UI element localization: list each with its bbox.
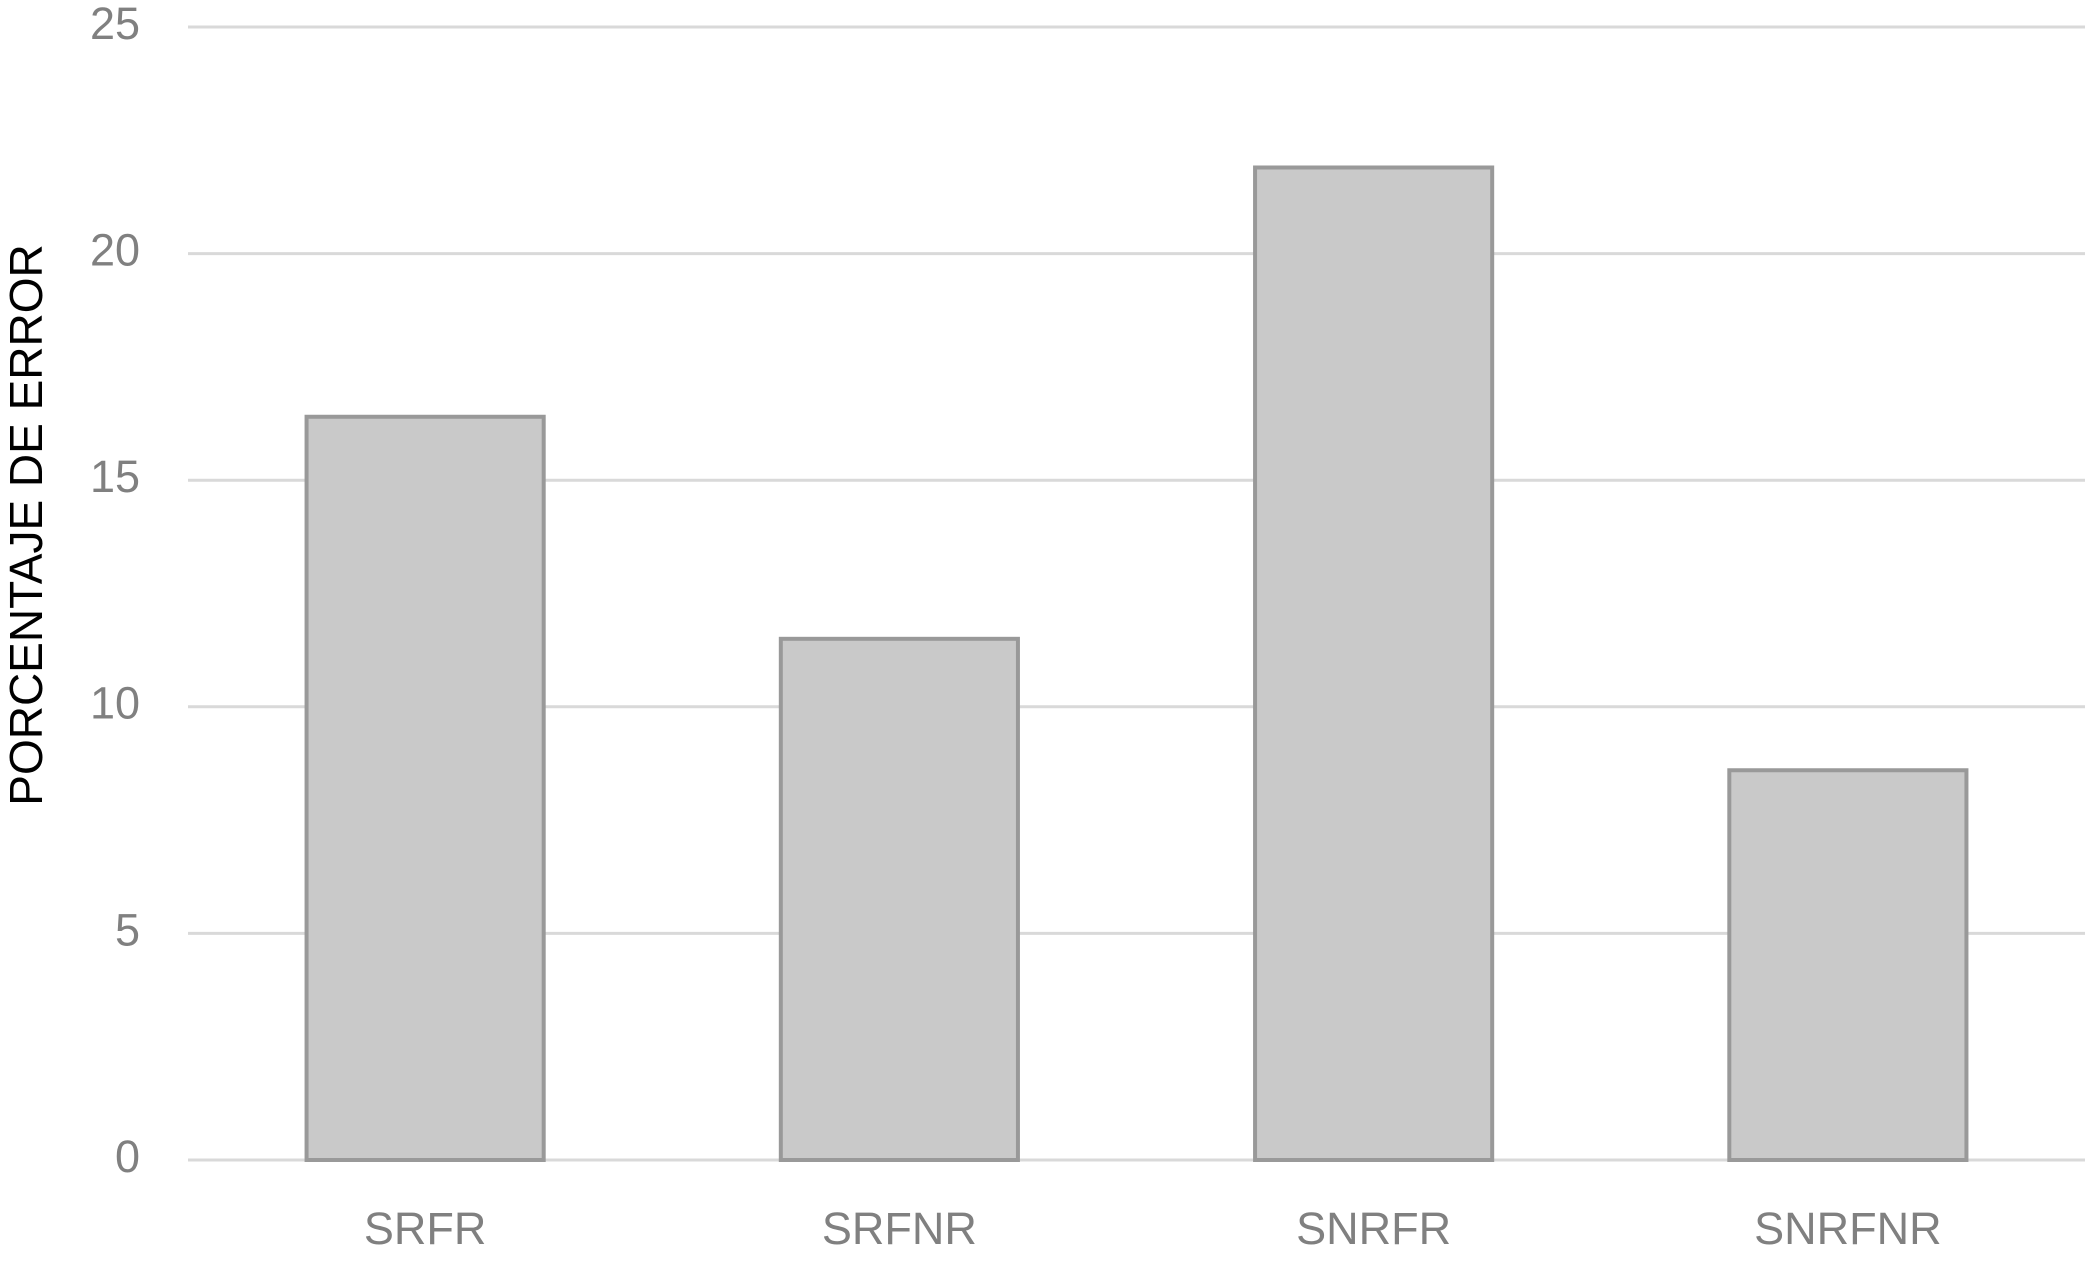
bar	[304, 414, 546, 1162]
y-tick-label: 10	[90, 678, 140, 729]
y-tick-label: 15	[90, 451, 140, 502]
y-tick-label: 5	[115, 904, 140, 955]
y-axis-title: PORCENTAJE DE ERROR	[0, 244, 52, 805]
x-tick-label: SNRFNR	[1754, 1203, 1942, 1254]
y-tick-label: 25	[90, 0, 140, 49]
bar	[778, 636, 1020, 1162]
bar	[1253, 165, 1495, 1162]
x-tick-label: SRFNR	[822, 1203, 977, 1254]
x-tick-label: SRFR	[364, 1203, 487, 1254]
y-tick-label: 0	[115, 1131, 140, 1182]
bar	[1727, 768, 1969, 1162]
x-tick-label: SNRFR	[1296, 1203, 1451, 1254]
y-tick-label: 20	[90, 224, 140, 275]
